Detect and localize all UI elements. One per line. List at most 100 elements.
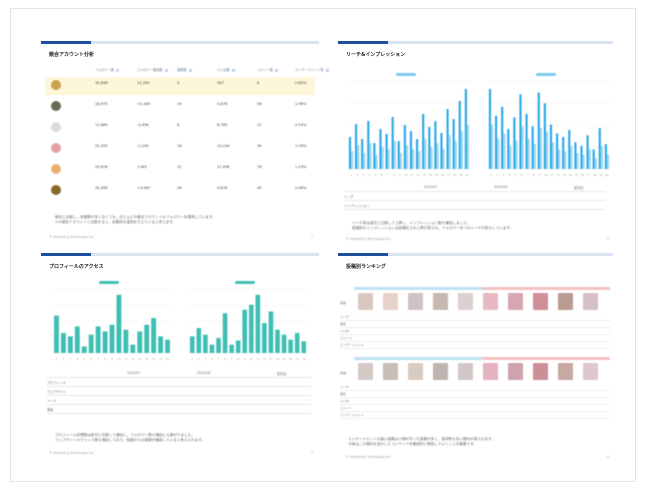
post-thumbnail[interactable] bbox=[383, 293, 398, 310]
tick-label: 3 bbox=[362, 173, 364, 177]
chart-bar bbox=[391, 117, 394, 169]
post-thumbnail[interactable] bbox=[383, 363, 398, 380]
chart-bar bbox=[403, 125, 406, 169]
tick-label: 11 bbox=[124, 357, 128, 361]
post-thumbnail[interactable] bbox=[433, 293, 448, 310]
metric-label: いいね bbox=[340, 399, 350, 403]
post-thumbnail[interactable] bbox=[358, 293, 373, 310]
post-thumbnail[interactable] bbox=[508, 363, 523, 380]
table-row[interactable]: 22,345 -1,234 18 10,234 34 1.76% bbox=[45, 140, 315, 158]
tick-label: 13 bbox=[423, 173, 427, 177]
tick-label: 4 bbox=[369, 173, 371, 177]
chart-bar bbox=[348, 137, 352, 169]
ranking-row-divider bbox=[340, 327, 610, 328]
post-thumbnail[interactable] bbox=[508, 293, 523, 310]
chart-bar bbox=[144, 324, 150, 353]
table-header-cell: いいね数 bbox=[217, 67, 235, 72]
ranking-row-divider bbox=[340, 341, 610, 342]
tick-label: 18 bbox=[593, 173, 597, 177]
post-thumbnail[interactable] bbox=[533, 293, 548, 310]
chart-bar bbox=[588, 149, 591, 169]
chart-bar bbox=[592, 149, 595, 169]
chart-bar bbox=[422, 114, 425, 169]
table-header-cell: 2022/07 bbox=[424, 185, 438, 189]
chart-bar bbox=[357, 145, 360, 169]
chart-bar bbox=[189, 336, 195, 353]
chart-bar bbox=[351, 151, 354, 169]
chart-bar bbox=[446, 109, 449, 169]
chart-bar bbox=[281, 334, 287, 353]
panel-footer: © Marketing Technology Inc. bbox=[49, 451, 95, 455]
post-thumbnail[interactable] bbox=[483, 293, 498, 310]
tick-label: 4 bbox=[509, 173, 511, 177]
table-cell: 1.23% bbox=[295, 165, 307, 169]
table-header-cell: 前月比 bbox=[277, 372, 287, 376]
panel-note: プロフィール訪問数は前月と比較して増加し、フォロワー数の増加にも繋がりました。ウ… bbox=[55, 433, 206, 442]
chart-bar bbox=[442, 149, 445, 169]
chart-bar bbox=[448, 135, 451, 169]
tick-label: 11 bbox=[410, 173, 414, 177]
tick-label: 7 bbox=[231, 357, 233, 361]
table-cell: 8 bbox=[257, 81, 260, 85]
chart-bar bbox=[598, 128, 601, 169]
chart-bar bbox=[409, 131, 413, 169]
table-cell: 12,689 bbox=[95, 123, 108, 127]
tick-label: 14 bbox=[276, 357, 280, 361]
post-thumbnail[interactable] bbox=[408, 363, 423, 380]
post-thumbnail[interactable] bbox=[558, 293, 573, 310]
chart-bar bbox=[216, 338, 221, 353]
table-row[interactable]: 18,975 +2,345 14 5,876 56 1.98% bbox=[45, 98, 315, 116]
chart-bar bbox=[430, 147, 433, 169]
table-cell: 32,456 bbox=[95, 186, 108, 190]
post-thumbnail[interactable] bbox=[458, 293, 473, 310]
ranking-row-divider bbox=[340, 390, 610, 391]
post-thumbnail[interactable] bbox=[583, 363, 598, 380]
post-thumbnail[interactable] bbox=[458, 363, 473, 380]
post-thumbnail[interactable] bbox=[533, 363, 548, 380]
ranking-row-label: 投稿 bbox=[340, 371, 347, 375]
table-row[interactable]: 30,898 12,345 3 567 8 2.85% bbox=[45, 77, 315, 95]
table-row[interactable]: 25,678 +345 12 12,456 78 1.23% bbox=[45, 161, 315, 179]
tick-label: 15 bbox=[575, 173, 579, 177]
post-thumbnail[interactable] bbox=[408, 293, 423, 310]
post-thumbnail[interactable] bbox=[583, 293, 598, 310]
panel-note: エンゲージメントの高い投稿は人物の写った投稿が多く、保存数も多い傾向が見られます… bbox=[348, 437, 495, 446]
chart-bar bbox=[387, 149, 390, 169]
slide-sheet: 競合アカウント分析 フォロワー数 フォロワー増加数 投稿数 いいね数 コメント数 エンゲー… bbox=[10, 8, 636, 482]
post-thumbnail[interactable] bbox=[558, 363, 573, 380]
panel-reach-impressions: リーチ&インプレッション 1 2 3 4 5 6 7 8 9 10 11 12 13 14 15 16 17 18… bbox=[338, 41, 613, 249]
table-cell: +345 bbox=[137, 165, 147, 169]
tick-label: 1 bbox=[191, 357, 193, 361]
chart-bar bbox=[436, 143, 439, 169]
chart-bar bbox=[440, 133, 443, 169]
post-thumbnail[interactable] bbox=[483, 363, 498, 380]
panel-topbar bbox=[41, 253, 319, 256]
table-row[interactable]: 32,456 +3,567 26 9,876 45 0.98% bbox=[45, 182, 315, 200]
chart-bar bbox=[158, 336, 164, 353]
chart-bar bbox=[582, 154, 585, 169]
tick-label: 3 bbox=[502, 173, 504, 177]
tick-label: 16 bbox=[159, 357, 163, 361]
chart-bar bbox=[428, 127, 431, 169]
tick-label: 16 bbox=[581, 173, 585, 177]
tick-label: 17 bbox=[166, 357, 170, 361]
avatar bbox=[51, 164, 61, 174]
impression-chart: 1 2 3 4 5 6 7 8 9 10 11 12 13 14 15 16 17 18 19 20 bbox=[488, 73, 610, 177]
tick-label: 19 bbox=[459, 173, 463, 177]
tick-label: 2 bbox=[63, 357, 65, 361]
ranking-row-divider bbox=[340, 404, 610, 405]
chart-bar bbox=[385, 134, 388, 169]
table-cell: 26 bbox=[177, 186, 182, 190]
chart-bar bbox=[123, 329, 129, 353]
post-thumbnail[interactable] bbox=[358, 363, 373, 380]
legend-swatch bbox=[235, 281, 255, 284]
tick-label: 3 bbox=[205, 357, 207, 361]
post-thumbnail[interactable] bbox=[433, 363, 448, 380]
tick-label: 15 bbox=[435, 173, 439, 177]
table-cell: 45 bbox=[257, 186, 262, 190]
tick-label: 8 bbox=[393, 173, 395, 177]
tick-label: 14 bbox=[569, 173, 573, 177]
table-row[interactable]: 12,689 -3,456 8 6,789 12 2.54% bbox=[45, 119, 315, 137]
chart-bar bbox=[54, 315, 59, 353]
table-header: フォロワー数 フォロワー増加数 投稿数 いいね数 コメント数 エンゲージメント率 bbox=[45, 65, 329, 73]
